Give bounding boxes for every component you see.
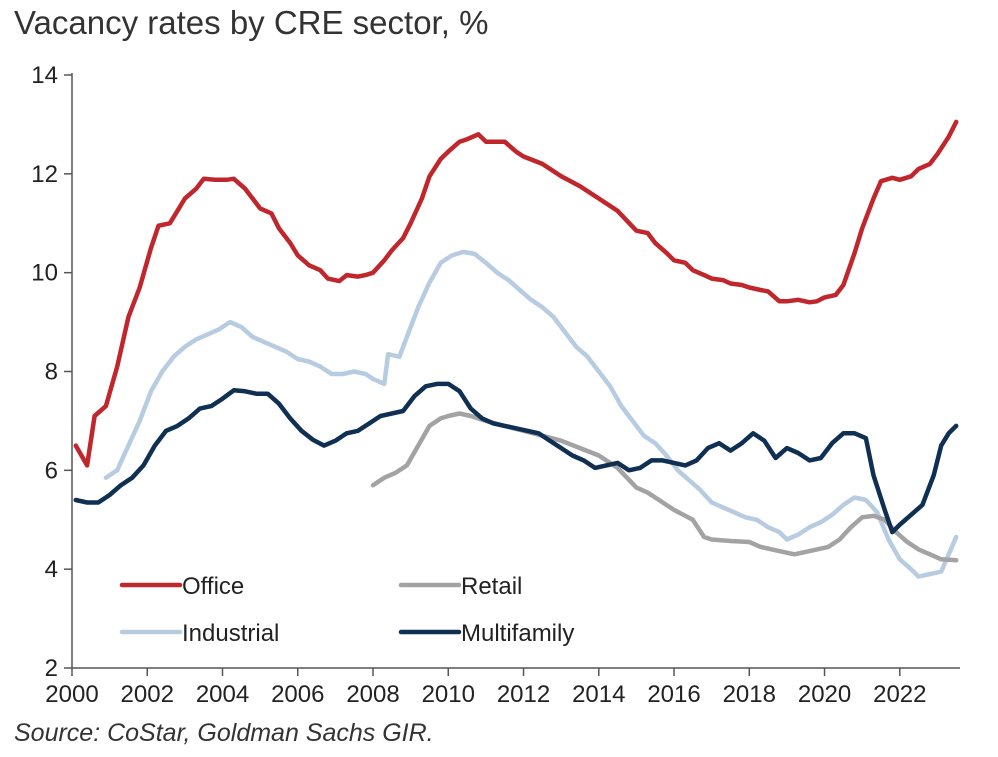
series-lines [73, 119, 959, 579]
x-tick-label: 2020 [798, 681, 851, 708]
x-tick-label: 2002 [121, 681, 174, 708]
x-tick-label: 2016 [647, 681, 700, 708]
x-tick-label: 2022 [873, 681, 926, 708]
y-tick-label: 14 [31, 62, 58, 89]
series-line-retail [370, 411, 959, 563]
y-tick-label: 4 [45, 556, 58, 583]
legend-label-office: Office [182, 573, 244, 600]
x-tick-label: 2012 [497, 681, 550, 708]
legend: Office Retail Industrial Multifamily [119, 573, 574, 647]
x-tick-label: 2014 [572, 681, 625, 708]
x-tick-label: 2006 [271, 681, 324, 708]
series-line-office [73, 119, 959, 468]
chart-title: Vacancy rates by CRE sector, % [14, 4, 489, 41]
y-tick-label: 8 [45, 359, 58, 386]
series-line-multifamily [73, 381, 959, 535]
x-tick-label: 2010 [422, 681, 475, 708]
legend-label-multifamily: Multifamily [461, 620, 574, 647]
x-tick-label: 2000 [45, 681, 98, 708]
y-tick-label: 6 [45, 457, 58, 484]
x-tick-label: 2018 [723, 681, 776, 708]
chart-axes [64, 73, 960, 676]
y-tick-label: 10 [31, 260, 58, 287]
tick-labels: 2 4 6 8 10 12 14 2000 2002 2004 2006 2008 2010 2012 20… [31, 62, 926, 708]
series-line-industrial [103, 249, 959, 579]
x-tick-label: 2004 [196, 681, 249, 708]
legend-label-industrial: Industrial [182, 620, 279, 647]
legend-label-retail: Retail [461, 573, 522, 600]
y-tick-label: 12 [31, 161, 58, 188]
y-tick-label: 2 [45, 655, 58, 682]
x-tick-label: 2008 [346, 681, 399, 708]
source-note: Source: CoStar, Goldman Sachs GIR. [14, 719, 434, 747]
